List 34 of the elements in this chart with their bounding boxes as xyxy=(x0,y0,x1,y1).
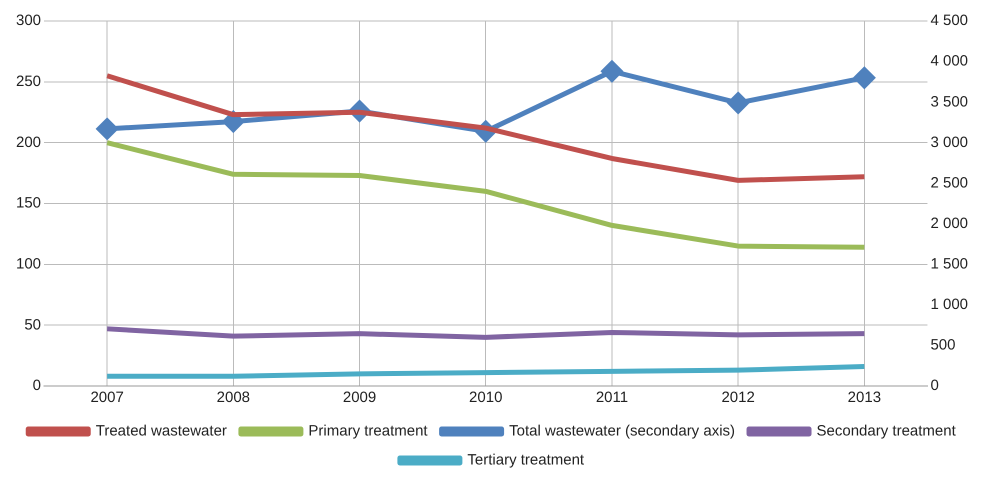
y2-tick-label: 3 500 xyxy=(930,93,968,110)
y-tick-label: 0 xyxy=(32,377,42,394)
point xyxy=(854,67,875,88)
y-tick-label: 100 xyxy=(16,255,42,272)
legend-label: Secondary treatment xyxy=(816,422,957,440)
x-tick-label: 2013 xyxy=(848,389,882,406)
y2-tick-label: 1 500 xyxy=(930,255,968,272)
y-tick-label: 250 xyxy=(16,72,42,90)
legend-label: Primary treatment xyxy=(308,422,428,440)
point xyxy=(601,60,622,82)
legend-label: Total wastewater (secondary axis) xyxy=(509,422,736,440)
point xyxy=(728,92,749,114)
x-tick-label: 2007 xyxy=(90,389,124,406)
x-tick-label: 2010 xyxy=(469,389,502,406)
point xyxy=(222,111,244,132)
y-tick-label: 150 xyxy=(16,194,42,212)
y-tick-label: 50 xyxy=(24,316,42,334)
legend-label: Tertiary treatment xyxy=(467,452,585,469)
point xyxy=(96,118,118,140)
legend-label: Treated wastewater xyxy=(96,422,227,440)
x-tick-label: 2011 xyxy=(596,389,628,406)
y2-tick-label: 2 000 xyxy=(930,214,968,232)
x-tick-label: 2012 xyxy=(721,389,755,406)
y2-tick-label: 2 500 xyxy=(930,174,968,192)
x-tick-label: 2009 xyxy=(342,389,376,406)
y2-tick-label: 3 000 xyxy=(930,134,968,151)
y-tick-label: 300 xyxy=(16,12,42,30)
y2-tick-label: 4 500 xyxy=(930,12,968,30)
x-tick-label: 2008 xyxy=(216,389,250,406)
y2-tick-label: 500 xyxy=(930,336,956,354)
y2-tick-label: 1 000 xyxy=(930,296,968,314)
y2-tick-label: 4 000 xyxy=(930,52,968,70)
y2-tick-label: 0 xyxy=(930,377,939,394)
y-tick-label: 200 xyxy=(16,134,42,151)
